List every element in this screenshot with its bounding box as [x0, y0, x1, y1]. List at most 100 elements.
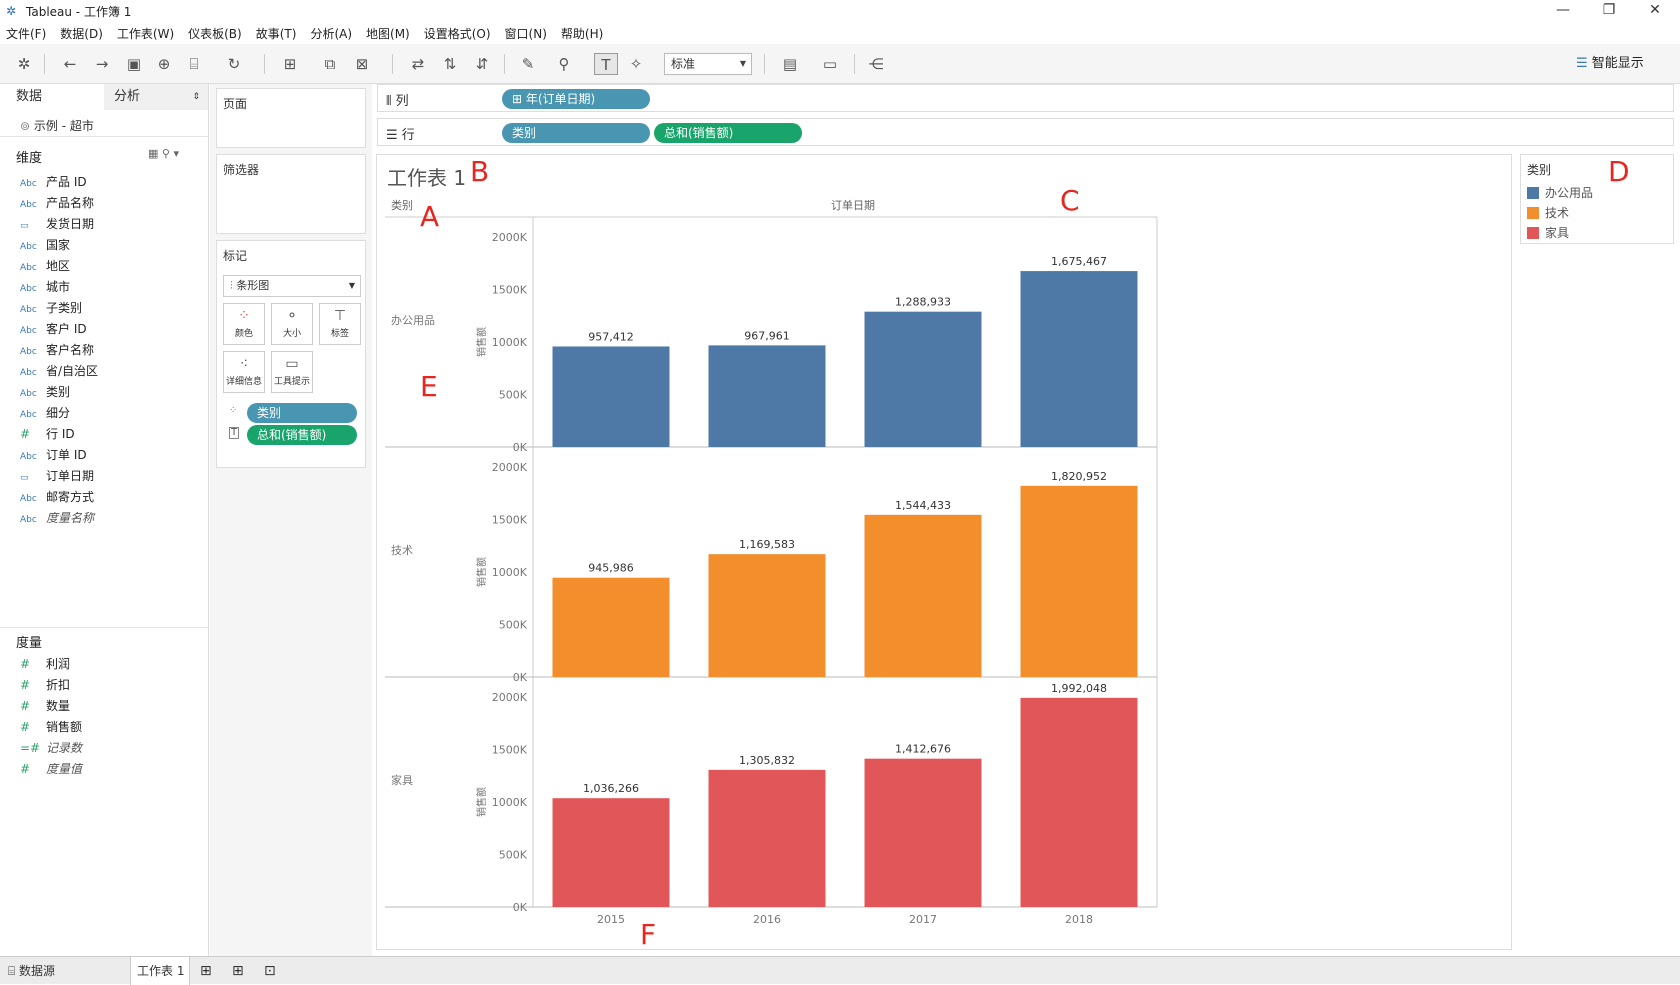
bar: [864, 758, 982, 907]
detail-button[interactable]: ⁖ 详细信息: [223, 351, 265, 393]
menu-format[interactable]: 设置格式(O): [423, 26, 491, 41]
measure-field[interactable]: # 数量: [20, 696, 70, 716]
text-field-icon: Abc: [20, 179, 37, 189]
dimension-field[interactable]: Abc 国家: [20, 235, 70, 255]
refresh-icon[interactable]: ↻: [227, 55, 241, 73]
filters-card[interactable]: 筛选器: [216, 154, 366, 234]
tab-sheet-1[interactable]: 工作表 1: [130, 957, 190, 985]
rows-pill-sales[interactable]: 总和(销售额): [654, 123, 802, 143]
dimension-field[interactable]: Abc 客户 ID: [20, 319, 87, 339]
field-name: 度量名称: [46, 511, 95, 525]
menu-file[interactable]: 文件(F): [6, 26, 47, 41]
dimension-field[interactable]: Abc 订单 ID: [20, 445, 87, 465]
fit-select[interactable]: 标准 ▼: [664, 53, 752, 75]
dimension-field[interactable]: Abc 客户名称: [20, 340, 94, 360]
datasource-item[interactable]: ⊚ 示例 - 超市: [20, 117, 94, 134]
tab-datasource[interactable]: ⌸ 数据源: [8, 957, 55, 985]
marks-pill-sales[interactable]: 总和(销售额): [247, 425, 357, 445]
color-button-label: 颜色: [234, 329, 253, 339]
datasource-icon[interactable]: ⌸: [189, 55, 199, 73]
highlight-icon[interactable]: ✎: [521, 55, 535, 73]
save-icon[interactable]: ▣: [126, 55, 142, 73]
measure-field[interactable]: # 销售额: [20, 717, 82, 737]
legend-label: 技术: [1545, 206, 1570, 220]
dimension-field[interactable]: Abc 邮寄方式: [20, 487, 94, 507]
bar-value-label: 1,992,048: [1051, 682, 1107, 695]
measure-field[interactable]: # 度量值: [20, 759, 82, 779]
color-button[interactable]: ⁘ 颜色: [223, 303, 265, 345]
dimension-field[interactable]: Abc 产品名称: [20, 193, 94, 213]
sort-ascending-icon[interactable]: ⇅: [443, 55, 457, 73]
measure-field[interactable]: =# 记录数: [20, 738, 82, 758]
pages-card[interactable]: 页面: [216, 88, 366, 148]
dimension-field[interactable]: Abc 度量名称: [20, 508, 94, 528]
clear-sheet-icon[interactable]: ⊠: [355, 55, 369, 73]
new-dashboard-tab-icon[interactable]: ⊞: [232, 963, 244, 979]
undo-icon[interactable]: ←: [63, 55, 77, 73]
tableau-home-icon[interactable]: ✲: [17, 55, 31, 73]
tab-analysis[interactable]: 分析 ⇕: [104, 84, 208, 110]
minimize-button[interactable]: —: [1556, 2, 1570, 18]
legend-item-tech[interactable]: 技术: [1527, 205, 1569, 221]
show-labels-icon[interactable]: T: [594, 53, 618, 75]
tooltip-button[interactable]: ▭ 工具提示: [271, 351, 313, 393]
presentation-mode-icon[interactable]: ▭: [822, 55, 838, 73]
new-story-tab-icon[interactable]: ⊡: [264, 963, 276, 979]
columns-pill-year[interactable]: ⊞ 年(订单日期): [502, 89, 650, 109]
size-icon: ⚬: [286, 308, 298, 324]
smart-show-button[interactable]: ☰ 智能显示: [1576, 53, 1644, 75]
label-button[interactable]: ⊤ 标签: [319, 303, 361, 345]
rows-pill-category[interactable]: 类别: [502, 123, 650, 143]
share-icon[interactable]: ⋲: [868, 55, 884, 73]
dimension-field[interactable]: Abc 城市: [20, 277, 70, 297]
marks-pill-category[interactable]: 类别: [247, 403, 357, 423]
menu-analysis[interactable]: 分析(A): [310, 26, 353, 41]
field-name: 行 ID: [46, 427, 75, 441]
dimension-field[interactable]: Abc 地区: [20, 256, 70, 276]
legend-item-furniture[interactable]: 家具: [1527, 225, 1569, 241]
duplicate-sheet-icon[interactable]: ⧉: [324, 55, 336, 73]
menu-story[interactable]: 故事(T): [255, 26, 297, 41]
new-datasource-icon[interactable]: ⊕: [157, 55, 171, 73]
detail-icon: ⁖: [239, 356, 249, 372]
menu-window[interactable]: 窗口(N): [504, 26, 547, 41]
swap-rows-columns-icon[interactable]: ⇄: [411, 55, 425, 73]
columns-shelf[interactable]: ⫴ 列 ⊞ 年(订单日期): [377, 84, 1674, 112]
dimension-field[interactable]: ▭ 发货日期: [20, 214, 94, 234]
dimension-field[interactable]: Abc 省/自治区: [20, 361, 98, 381]
text-field-icon: Abc: [20, 263, 37, 273]
menu-dashboard[interactable]: 仪表板(B): [188, 26, 242, 41]
menu-help[interactable]: 帮助(H): [560, 26, 604, 41]
menu-map[interactable]: 地图(M): [366, 26, 410, 41]
group-icon[interactable]: ⚲: [558, 55, 570, 73]
dimension-field[interactable]: # 行 ID: [20, 424, 75, 444]
measure-field[interactable]: # 利润: [20, 654, 70, 674]
marks-card: 标记 ⫶ 条形图 ▼ ⁘ 颜色 ⚬ 大小 ⊤ 标签 ⁖ 详细信息 ▭ 工具提示 ⁘ 类别 T…: [216, 240, 366, 468]
dimension-field[interactable]: Abc 产品 ID: [20, 172, 87, 192]
dimension-field[interactable]: ▭ 订单日期: [20, 466, 94, 486]
pin-icon[interactable]: ✧: [629, 55, 643, 73]
size-button[interactable]: ⚬ 大小: [271, 303, 313, 345]
tab-data[interactable]: 数据: [0, 84, 104, 110]
bar-value-label: 1,820,952: [1051, 470, 1107, 483]
measure-field[interactable]: # 折扣: [20, 675, 70, 695]
dimension-field[interactable]: Abc 细分: [20, 403, 70, 423]
rows-shelf[interactable]: ☰ 行 类别 总和(销售额): [377, 118, 1674, 146]
dimension-field[interactable]: Abc 类别: [20, 382, 70, 402]
restore-button[interactable]: ❐: [1602, 2, 1616, 18]
dimension-field[interactable]: Abc 子类别: [20, 298, 82, 318]
bar: [1020, 697, 1138, 907]
menu-worksheet[interactable]: 工作表(W): [116, 26, 175, 41]
menu-data[interactable]: 数据(D): [60, 26, 103, 41]
tooltip-button-label: 工具提示: [273, 377, 310, 387]
new-worksheet-tab-icon[interactable]: ⊞: [200, 963, 212, 979]
view-toggle-icon[interactable]: ▦ ⚲ ▾: [148, 147, 179, 160]
toolbar: ✲ ← → ▣ ⊕ ⌸ ↻ ⊞ ⧉ ⊠ ⇄ ⇅ ⇵ ✎ ⚲ T ✧ 标准 ▼ ▤ …: [0, 44, 1680, 84]
close-button[interactable]: ✕: [1649, 2, 1661, 18]
sort-descending-icon[interactable]: ⇵: [475, 55, 489, 73]
new-worksheet-icon[interactable]: ⊞: [283, 55, 297, 73]
mark-type-select[interactable]: ⫶ 条形图 ▼: [223, 275, 361, 297]
redo-icon[interactable]: →: [95, 55, 109, 73]
legend-item-office[interactable]: 办公用品: [1527, 185, 1593, 201]
show-cards-icon[interactable]: ▤: [782, 55, 798, 73]
